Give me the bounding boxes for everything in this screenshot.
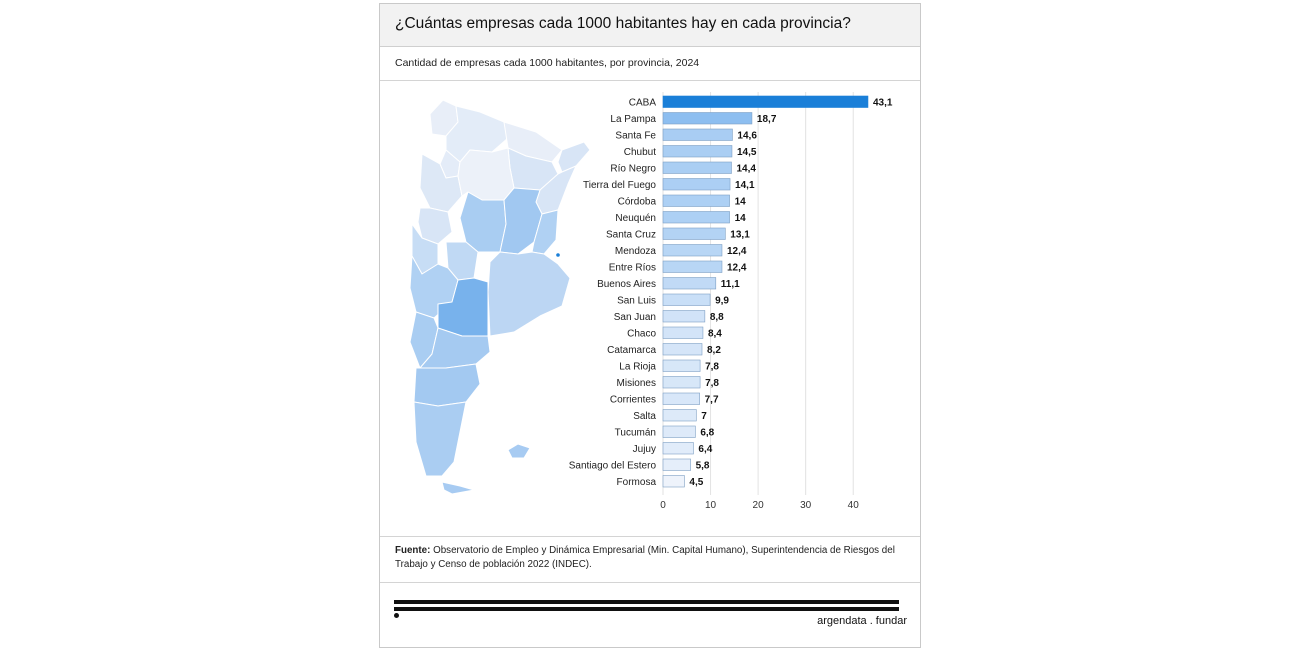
chart-card: ¿Cuántas empresas cada 1000 habitantes h… [379, 3, 921, 648]
bar [662, 376, 701, 389]
value-label: 5,8 [696, 461, 710, 472]
map-santa-cruz [413, 401, 467, 477]
value-label: 18,7 [757, 114, 777, 125]
value-label: 6,4 [698, 444, 712, 455]
value-label: 7,8 [705, 362, 719, 373]
category-label: Chaco [627, 329, 656, 340]
bar [662, 112, 753, 125]
category-label: Neuquén [615, 213, 656, 224]
source-text: Observatorio de Empleo y Dinámica Empres… [395, 545, 895, 570]
value-label: 12,4 [727, 246, 747, 257]
map-la-rioja [417, 207, 453, 245]
category-label: Chubut [624, 147, 656, 158]
bar [662, 310, 706, 323]
category-label: Buenos Aires [597, 279, 656, 290]
chart-title: ¿Cuántas empresas cada 1000 habitantes h… [395, 15, 851, 32]
bar [662, 442, 694, 455]
value-label: 14,4 [736, 164, 756, 175]
category-label: Entre Ríos [609, 263, 656, 274]
value-label: 14 [735, 213, 747, 224]
value-label: 4,5 [689, 477, 703, 488]
bar [662, 359, 701, 372]
brand-stripes [394, 600, 899, 614]
category-label: Tucumán [615, 428, 656, 439]
divider-source-bottom [380, 582, 920, 583]
map-tierra-del-fuego [441, 481, 475, 494]
value-label: 14,5 [737, 147, 757, 158]
value-label: 8,8 [710, 312, 724, 323]
bar [662, 227, 726, 240]
bar [662, 211, 730, 224]
value-label: 7,8 [705, 378, 719, 389]
map-caba-dot [556, 253, 560, 257]
map-malvinas [507, 443, 531, 459]
bar [662, 293, 711, 306]
value-label: 9,9 [715, 296, 729, 307]
bar [662, 425, 696, 438]
value-label: 8,4 [708, 329, 722, 340]
category-label: CABA [629, 98, 657, 109]
value-label: 11,1 [721, 279, 740, 290]
chart-subtitle: Cantidad de empresas cada 1000 habitante… [395, 57, 700, 69]
source-label: Fuente: [395, 545, 431, 556]
value-label: 6,8 [700, 428, 714, 439]
value-label: 12,4 [727, 263, 747, 274]
bar-chart: 0 10 20 30 40 CABA 43,1 La Pampa 18,7 Santa Fe 14,… [569, 92, 893, 511]
category-label: Misiones [617, 378, 656, 389]
category-label: Salta [633, 411, 656, 422]
bar [662, 178, 731, 191]
bar [662, 409, 697, 422]
bar [662, 277, 717, 290]
source-note: Fuente: Observatorio de Empleo y Dinámic… [395, 544, 900, 572]
x-tick-label: 30 [800, 500, 812, 511]
bar [662, 326, 704, 339]
category-label: La Pampa [610, 114, 656, 125]
category-label: Jujuy [633, 444, 656, 455]
value-label: 7,7 [705, 395, 719, 406]
divider-top [380, 80, 920, 81]
bar [662, 194, 730, 207]
category-label: Río Negro [610, 164, 656, 175]
category-label: Catamarca [607, 345, 656, 356]
value-label: 13,1 [730, 230, 750, 241]
value-label: 14,1 [735, 180, 755, 191]
bar [662, 161, 732, 174]
category-label: Santa Cruz [606, 230, 656, 241]
value-label: 14,6 [737, 131, 757, 142]
divider-source-top [380, 536, 920, 537]
bar [662, 244, 723, 257]
bar [662, 260, 723, 273]
x-tick-label: 0 [660, 500, 666, 511]
brand-logo-text: argendata . fundar [817, 615, 907, 627]
bar [662, 95, 869, 108]
bar [662, 343, 703, 356]
x-tick-label: 10 [705, 500, 717, 511]
bar [662, 145, 733, 158]
value-label: 8,2 [707, 345, 721, 356]
category-label: Santiago del Estero [569, 461, 657, 472]
title-bar: ¿Cuántas empresas cada 1000 habitantes h… [380, 4, 920, 47]
brand-dot [394, 613, 399, 618]
category-label: Mendoza [615, 246, 657, 257]
bar [662, 475, 685, 488]
argentina-map-figure [409, 99, 591, 494]
category-label: La Rioja [619, 362, 656, 373]
category-label: San Juan [614, 312, 656, 323]
category-label: Santa Fe [615, 131, 656, 142]
x-tick-label: 20 [753, 500, 765, 511]
category-label: Tierra del Fuego [583, 180, 656, 191]
value-label: 7 [701, 411, 707, 422]
value-label: 14 [735, 197, 747, 208]
category-label: Formosa [617, 477, 657, 488]
category-label: Corrientes [610, 395, 656, 406]
category-label: Córdoba [618, 197, 657, 208]
category-label: San Luis [617, 296, 656, 307]
bar [662, 458, 691, 471]
x-tick-label: 40 [848, 500, 860, 511]
bar [662, 128, 733, 141]
bar [662, 392, 700, 405]
value-label: 43,1 [873, 98, 893, 109]
